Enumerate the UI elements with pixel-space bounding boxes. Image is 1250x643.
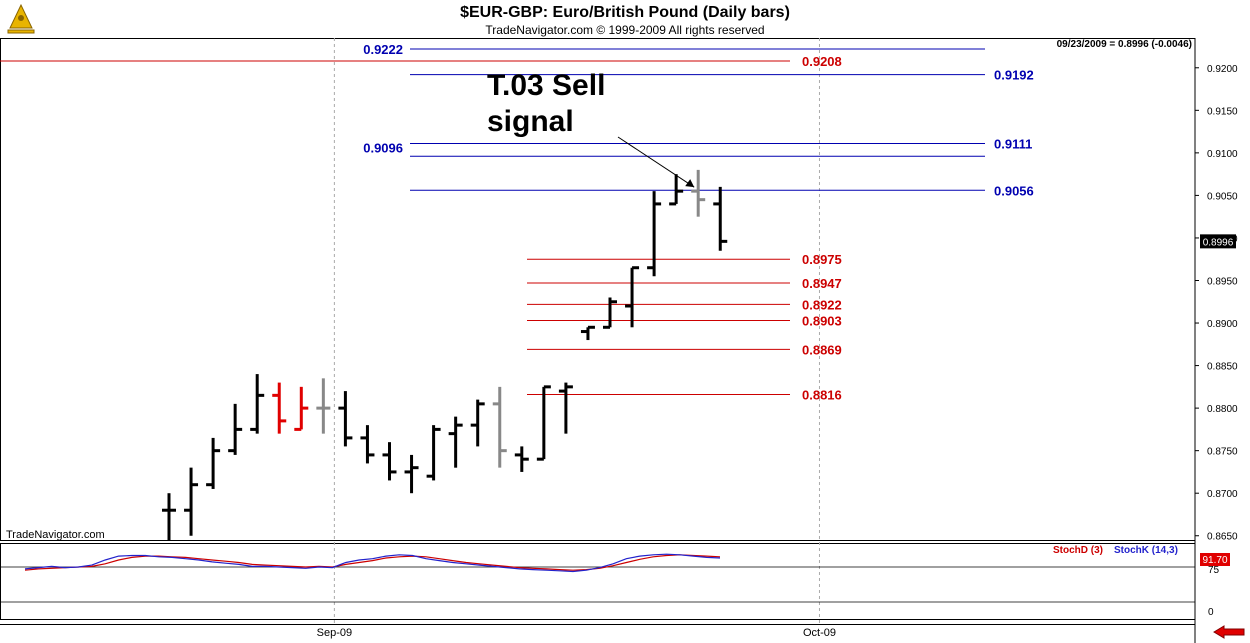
ohlc-bar [603, 297, 617, 329]
y-tick-label: 0.8750 [1207, 447, 1238, 458]
x-tick-label: Sep-09 [317, 627, 352, 639]
sextant-logo-icon [7, 3, 35, 34]
stoch-y-tick-label: 0 [1208, 607, 1214, 618]
last-price-label: 0.8996 [1203, 237, 1234, 248]
ohlc-bar [470, 399, 485, 447]
y-tick-label: 0.9050 [1207, 191, 1238, 202]
y-tick-label: 0.8900 [1207, 319, 1238, 330]
fib-level-label-blue: 0.9056 [994, 183, 1034, 198]
brand-watermark: TradeNavigator.com [6, 529, 105, 541]
ohlc-bar [713, 186, 728, 251]
ohlc-bar [492, 386, 507, 468]
annotation-arrow-line [617, 136, 695, 188]
ohlc-bar [206, 437, 221, 489]
y-tick-label: 0.8800 [1207, 404, 1238, 415]
scroll-back-arrow-icon[interactable] [1212, 625, 1246, 639]
annotation-arrow-head [685, 179, 695, 188]
y-tick-label: 0.9100 [1207, 149, 1238, 160]
ohlc-bar [514, 446, 529, 472]
fib-level-label-red: 0.8922 [802, 297, 842, 312]
stoch-y-tick-label: 75 [1208, 565, 1220, 576]
price-pane-frame [0, 38, 1196, 541]
fib-level-label-red: 0.8947 [802, 276, 842, 291]
chart-title: $EUR-GBP: Euro/British Pound (Daily bars… [460, 4, 790, 21]
ohlc-bar [360, 425, 375, 464]
last-value-readout: 09/23/2009 = 0.8996 (-0.0046) [1056, 39, 1192, 50]
fib-level-label-blue: 0.9111 [994, 137, 1032, 152]
stochd-legend: StochD (3) [1053, 545, 1103, 556]
last-price-marker [1200, 234, 1236, 249]
ohlc-bar [426, 425, 441, 481]
y-tick-label: 0.8650 [1207, 532, 1238, 543]
ohlc-bar [647, 191, 662, 277]
ohlc-bar [536, 385, 551, 461]
fib-level-label-red: 0.8816 [802, 388, 842, 403]
ohlc-bar [580, 325, 595, 341]
y-tick-label: 0.8850 [1207, 362, 1238, 373]
fib-level-label-red: 0.8975 [802, 252, 842, 267]
ohlc-bar [184, 467, 199, 536]
stoch-last-label: 91.70 [1202, 555, 1227, 566]
ohlc-bar [691, 169, 706, 217]
stoch-last-marker [1200, 553, 1230, 566]
y-tick-label: 0.8950 [1207, 276, 1238, 287]
ohlc-bar [272, 382, 287, 434]
x-tick-label: Oct-09 [803, 627, 836, 639]
fib-level-label-red: 0.9208 [802, 54, 842, 69]
stochk-line [24, 553, 721, 573]
fib-level-label-red: 0.8903 [802, 313, 842, 328]
ohlc-bar [228, 403, 243, 455]
y-tick-label: 0.9150 [1207, 106, 1238, 117]
fib-level-label-blue: 0.9096 [363, 140, 403, 155]
ohlc-bar [625, 266, 640, 328]
fib-level-label-blue: 0.9192 [994, 68, 1034, 83]
fib-level-label-blue: 0.9222 [363, 42, 403, 57]
y-tick-label: 0.9200 [1207, 64, 1238, 75]
chart-subtitle: TradeNavigator.com © 1999-2009 All right… [485, 23, 765, 37]
ohlc-bar [382, 442, 397, 481]
annotation-line2: signal [487, 105, 574, 138]
ohlc-bar [448, 416, 463, 468]
ohlc-bar [316, 378, 331, 434]
ohlc-bar [294, 386, 309, 431]
ohlc-bar [558, 382, 573, 434]
stochk-legend: StochK (14,3) [1114, 545, 1178, 556]
annotation-line1: T.03 Sell [487, 69, 605, 102]
ohlc-bar [338, 391, 353, 447]
fib-level-label-red: 0.8869 [802, 342, 842, 357]
stochastics-pane-frame [0, 543, 1196, 620]
ohlc-bar [250, 374, 265, 434]
ohlc-bar [669, 174, 684, 206]
ohlc-bar [162, 493, 176, 540]
chart-header: $EUR-GBP: Euro/British Pound (Daily bars… [0, 0, 1250, 38]
y-tick-label: 0.8700 [1207, 489, 1238, 500]
stochd-line [24, 554, 721, 571]
ohlc-bar [404, 454, 419, 494]
